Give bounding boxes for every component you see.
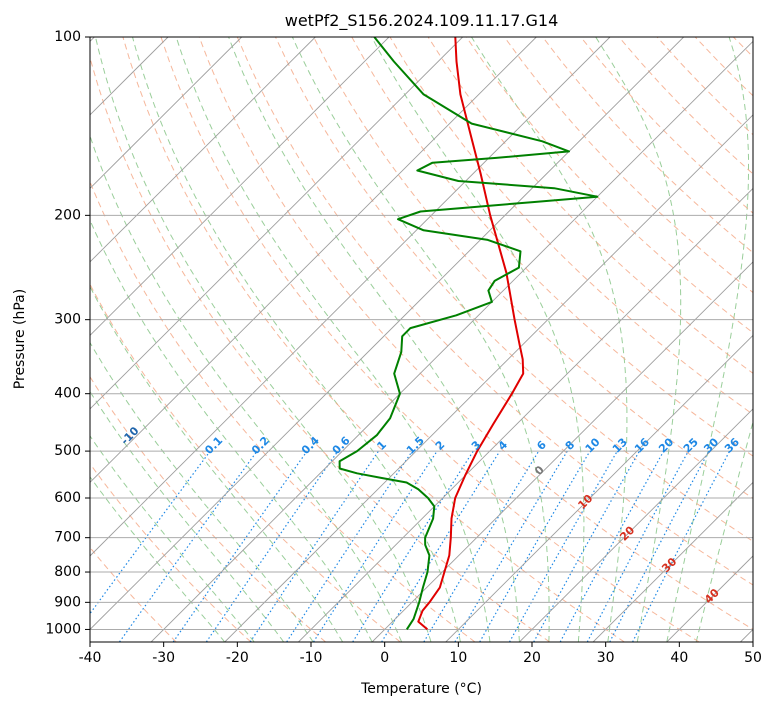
x-tick-label: 20: [523, 650, 541, 666]
isotherm-line: [298, 187, 753, 642]
dry-adiabats: [90, 37, 753, 642]
x-tick-label: -30: [152, 650, 175, 666]
isotherm-line: [90, 37, 243, 190]
isotherm-line: [519, 408, 753, 642]
mixing-ratio-line: [508, 450, 618, 642]
temperature-line: [417, 37, 525, 631]
mixing-ratio-line: [533, 450, 640, 642]
dry-adiabat-line: [503, 37, 753, 294]
moist-adiabat-line: [175, 37, 491, 642]
y-tick-label: 1000: [45, 621, 81, 637]
dry-adiabat-line: [90, 462, 252, 642]
y-tick-label: 300: [54, 312, 81, 328]
moist-adiabat-line: [228, 37, 520, 642]
y-axis-label: Pressure (hPa): [12, 289, 28, 389]
isotherm-line: [371, 261, 753, 642]
x-tick-label: 10: [449, 650, 467, 666]
mixing-ratio-line: [205, 450, 339, 642]
isotherm-line: [90, 37, 390, 337]
y-tick-label: 800: [54, 564, 81, 580]
y-axis-ticks: 100 200 300 400 500 600 700 800 900 1000: [45, 29, 90, 637]
moist-adiabat-line: [132, 37, 461, 642]
x-tick-label: -20: [226, 650, 249, 666]
dewpoint-line: [338, 37, 599, 630]
dry-adiabat-line: [160, 37, 700, 642]
profile-series: [338, 37, 599, 631]
mixing-ratio-line: [90, 450, 211, 615]
moist-adiabat-line: [371, 37, 585, 642]
x-tick-label: -40: [79, 650, 102, 666]
x-tick-label: 50: [744, 650, 762, 666]
x-tick-label: 30: [597, 650, 615, 666]
mixing-ratio-line: [632, 450, 731, 642]
moist-adiabat-line: [90, 390, 285, 642]
isotherm-line: [90, 37, 316, 263]
isotherm-line: [592, 481, 753, 642]
isotherm-line: [90, 37, 685, 631]
x-tick-label: 40: [670, 650, 688, 666]
x-axis-ticks: -40 -30 -20 -10 0 10 20 30 40 50: [79, 642, 762, 666]
y-tick-label: 100: [54, 29, 81, 45]
isotherm-line: [90, 37, 611, 557]
moist-adiabat-line: [95, 37, 432, 642]
y-tick-label: 700: [54, 530, 81, 546]
isotherm-line: [150, 40, 753, 642]
moist-adiabat-line: [666, 37, 749, 642]
moist-adiabat-line: [291, 37, 550, 642]
moist-adiabat-line: [90, 435, 255, 642]
mixing-ratio-line: [381, 450, 501, 642]
moist-adiabat-line: [90, 218, 373, 642]
y-tick-label: 900: [54, 594, 81, 610]
mixing-ratio-line: [352, 450, 474, 642]
isotherm-line: [224, 114, 753, 642]
x-tick-label: 0: [380, 650, 389, 666]
mixing-ratio-line: [312, 450, 438, 642]
x-axis-label: Temperature (°C): [360, 681, 482, 697]
dry-adiabat-line: [236, 37, 753, 586]
moist-adiabats: [90, 37, 753, 642]
isotherm-line: [90, 37, 464, 410]
dry-adiabat-line: [198, 37, 753, 630]
dry-adiabat-line: [90, 55, 550, 642]
isotherm-line: [90, 37, 537, 484]
mixing-ratio-line: [249, 450, 379, 642]
moist-adiabat-line: [471, 37, 628, 642]
plot-area: [90, 37, 753, 642]
moist-adiabat-line: [90, 341, 314, 642]
y-tick-label: 400: [54, 386, 81, 402]
y-tick-label: 600: [54, 490, 81, 506]
mixing-ratio-line: [559, 450, 665, 642]
moist-adiabat-line: [90, 285, 344, 642]
x-tick-label: -10: [300, 650, 323, 666]
chart-title: wetPf2_S156.2024.109.11.17.G14: [285, 11, 559, 31]
pressure-gridlines: [90, 37, 753, 630]
mixing-ratio-line: [172, 450, 308, 642]
mixing-ratio-line: [119, 450, 258, 642]
mixing-ratio-line: [286, 450, 413, 642]
dry-adiabat-line: [275, 37, 753, 542]
skewed-isotherms: [90, 37, 753, 642]
mixing-ratio-lines: [90, 450, 731, 642]
dry-adiabat-line: [313, 37, 753, 500]
dry-adiabat-line: [122, 37, 625, 642]
y-tick-label: 200: [54, 207, 81, 223]
y-tick-label: 500: [54, 443, 81, 459]
moist-adiabat-line: [90, 476, 226, 642]
moist-adiabat-line: [595, 37, 682, 642]
moist-adiabat-line: [695, 419, 753, 642]
dry-adiabat-line: [90, 375, 326, 642]
isotherm-line: [445, 334, 753, 642]
plot-frame: [89, 36, 754, 643]
